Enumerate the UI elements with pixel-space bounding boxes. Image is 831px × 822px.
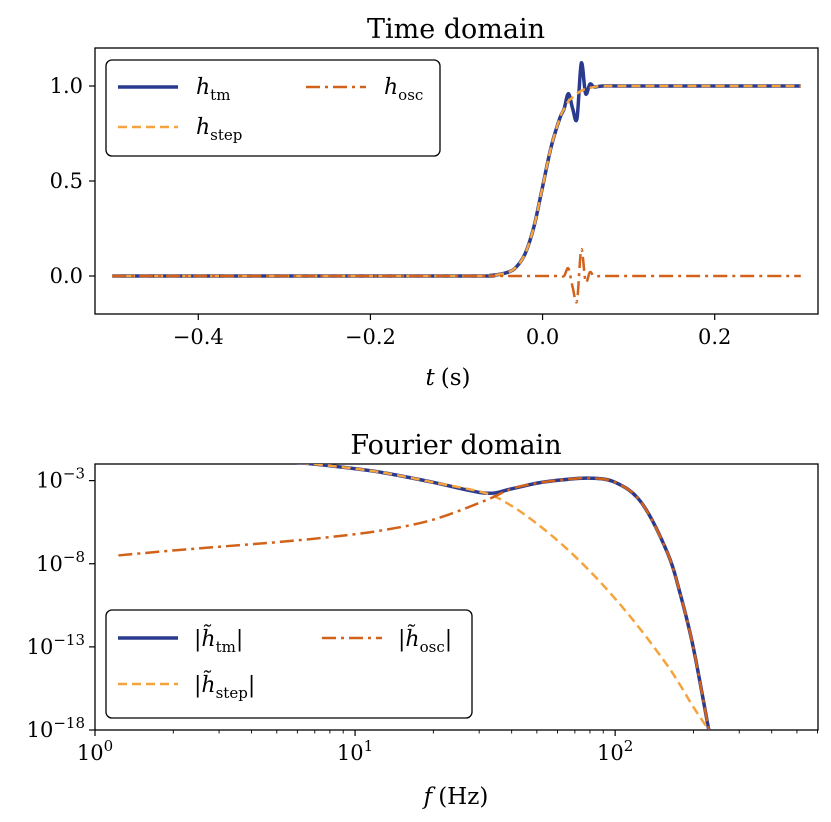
time-xtick-label: −0.2 bbox=[345, 325, 396, 349]
legend-label-ht-step: |h̃step| bbox=[194, 671, 255, 702]
time-domain-xticks: −0.4 −0.2 0.0 0.2 bbox=[173, 314, 731, 349]
time-xtick-label: −0.4 bbox=[173, 325, 224, 349]
time-domain-chart: Time domain −0.4 −0.2 0.0 0.2 0.0 0.5 1.0 t (s… bbox=[50, 14, 819, 391]
time-xtick-label: 0.0 bbox=[526, 325, 559, 349]
time-ytick-label: 0.0 bbox=[50, 264, 83, 288]
time-xtick-label: 0.2 bbox=[698, 325, 731, 349]
legend-label-h-osc: hosc bbox=[384, 75, 423, 104]
time-domain-yticks: 0.0 0.5 1.0 bbox=[50, 74, 95, 288]
fourier-ytick-label: 10−13 bbox=[27, 631, 85, 659]
fourier-domain-title: Fourier domain bbox=[350, 430, 561, 461]
fourier-ytick-label: 10−18 bbox=[27, 714, 85, 742]
fourier-xtick-label: 102 bbox=[597, 737, 633, 765]
fourier-line-h-step bbox=[300, 464, 710, 730]
fourier-domain-xlabel: f (Hz) bbox=[422, 784, 489, 810]
legend-label-h-step: hstep bbox=[196, 115, 242, 144]
fourier-ytick-label: 10−3 bbox=[36, 465, 85, 493]
fourier-xtick-label: 100 bbox=[77, 737, 113, 765]
time-domain-legend: htm hstep hosc bbox=[105, 59, 441, 157]
fourier-ytick-label: 10−8 bbox=[36, 548, 85, 576]
fourier-domain-chart: Fourier domain 100 101 102 10−1810−1310−81… bbox=[27, 430, 819, 810]
fourier-domain-series bbox=[118, 464, 711, 730]
legend-label-ht-tm: |h̃tm| bbox=[194, 625, 243, 656]
fourier-xtick-label: 101 bbox=[337, 737, 373, 765]
legend-label-h-tm: htm bbox=[196, 75, 230, 104]
time-ytick-label: 0.5 bbox=[50, 169, 83, 193]
fourier-domain-legend: |h̃tm| |h̃step| |h̃osc| bbox=[105, 609, 473, 719]
time-line-h-osc bbox=[112, 248, 801, 304]
fourier-domain-axes-frame bbox=[94, 463, 819, 731]
time-domain-legend-box bbox=[105, 59, 441, 157]
fourier-domain-xticks: 100 101 102 bbox=[77, 730, 818, 765]
legend-label-ht-osc: |h̃osc| bbox=[398, 625, 452, 656]
time-domain-title: Time domain bbox=[367, 14, 545, 45]
time-line-h-step bbox=[112, 84, 801, 278]
time-domain-series bbox=[112, 61, 801, 304]
time-ytick-label: 1.0 bbox=[50, 74, 83, 98]
fourier-line-h-osc bbox=[118, 476, 710, 730]
fourier-domain-yticks: 10−18 10−13 10−8 10−3 bbox=[27, 465, 95, 742]
time-domain-xlabel: t (s) bbox=[426, 365, 471, 391]
